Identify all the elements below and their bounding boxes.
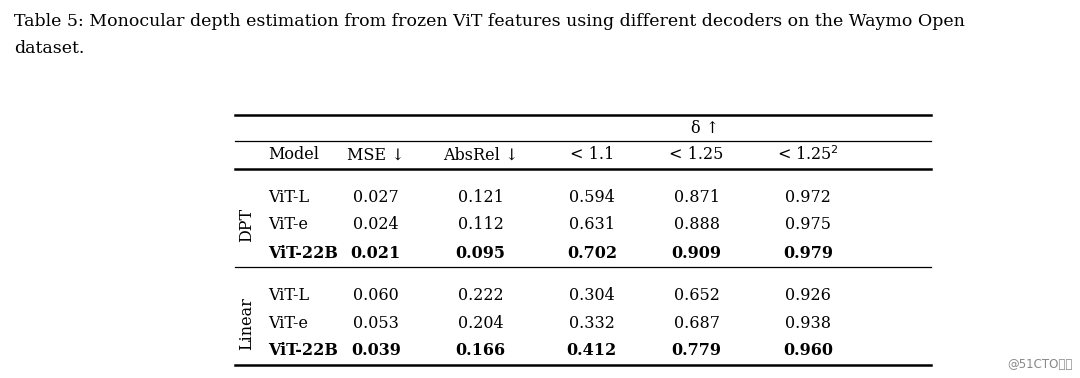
Text: 0.652: 0.652 <box>674 287 719 304</box>
Text: 0.039: 0.039 <box>351 342 401 359</box>
Text: 0.121: 0.121 <box>458 189 503 206</box>
Text: 0.304: 0.304 <box>569 287 615 304</box>
Text: 0.687: 0.687 <box>674 315 719 332</box>
Text: DPT: DPT <box>238 208 255 242</box>
Text: 0.060: 0.060 <box>353 287 399 304</box>
Text: dataset.: dataset. <box>14 40 84 57</box>
Text: Linear: Linear <box>238 297 255 350</box>
Text: 0.960: 0.960 <box>783 342 833 359</box>
Text: 0.204: 0.204 <box>458 315 503 332</box>
Text: ViT-L: ViT-L <box>268 189 309 206</box>
Text: 0.594: 0.594 <box>569 189 615 206</box>
Text: 0.112: 0.112 <box>458 217 503 233</box>
Text: 0.631: 0.631 <box>569 217 615 233</box>
Text: 0.926: 0.926 <box>785 287 831 304</box>
Text: Model: Model <box>268 147 319 163</box>
Text: 0.871: 0.871 <box>674 189 719 206</box>
Text: 0.332: 0.332 <box>569 315 615 332</box>
Text: 0.975: 0.975 <box>785 217 831 233</box>
Text: 0.024: 0.024 <box>353 217 399 233</box>
Text: 0.166: 0.166 <box>456 342 505 359</box>
Text: AbsRel ↓: AbsRel ↓ <box>443 147 518 163</box>
Text: δ ↑: δ ↑ <box>691 120 719 137</box>
Text: 0.027: 0.027 <box>353 189 399 206</box>
Text: < 1.1: < 1.1 <box>570 147 613 163</box>
Text: Table 5: Monocular depth estimation from frozen ViT features using different dec: Table 5: Monocular depth estimation from… <box>14 13 964 30</box>
Text: 0.021: 0.021 <box>351 245 401 262</box>
Text: MSE ↓: MSE ↓ <box>347 147 405 163</box>
Text: @51CTO博客: @51CTO博客 <box>1007 358 1072 371</box>
Text: ViT-L: ViT-L <box>268 287 309 304</box>
Text: ViT-22B: ViT-22B <box>268 342 338 359</box>
Text: 0.972: 0.972 <box>785 189 831 206</box>
Text: 0.909: 0.909 <box>672 245 721 262</box>
Text: 0.702: 0.702 <box>567 245 617 262</box>
Text: ViT-22B: ViT-22B <box>268 245 338 262</box>
Text: 0.412: 0.412 <box>567 342 617 359</box>
Text: < 1.25$^2$: < 1.25$^2$ <box>777 146 839 164</box>
Text: 0.888: 0.888 <box>674 217 719 233</box>
Text: < 1.25: < 1.25 <box>670 147 724 163</box>
Text: 0.095: 0.095 <box>456 245 505 262</box>
Text: 0.979: 0.979 <box>783 245 833 262</box>
Text: ViT-e: ViT-e <box>268 315 308 332</box>
Text: 0.053: 0.053 <box>353 315 399 332</box>
Text: 0.938: 0.938 <box>785 315 831 332</box>
Text: ViT-e: ViT-e <box>268 217 308 233</box>
Text: 0.779: 0.779 <box>672 342 721 359</box>
Text: 0.222: 0.222 <box>458 287 503 304</box>
